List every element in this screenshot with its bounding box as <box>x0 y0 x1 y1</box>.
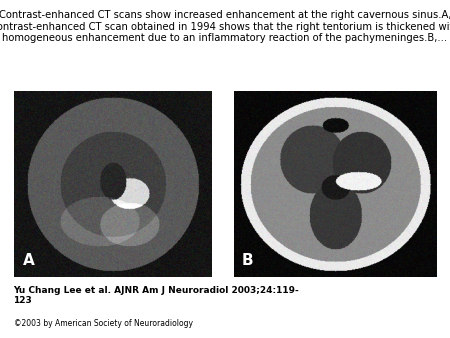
Text: B: B <box>242 253 254 268</box>
Text: A: A <box>23 253 35 268</box>
Text: AJNR: AJNR <box>315 285 369 304</box>
Text: ©2003 by American Society of Neuroradiology: ©2003 by American Society of Neuroradiol… <box>14 319 193 328</box>
Text: Yu Chang Lee et al. AJNR Am J Neuroradiol 2003;24:119-
123: Yu Chang Lee et al. AJNR Am J Neuroradio… <box>14 286 299 305</box>
Text: AMERICAN JOURNAL OF NEURORADIOLOGY: AMERICAN JOURNAL OF NEURORADIOLOGY <box>289 312 395 317</box>
Text: Contrast-enhanced CT scans show increased enhancement at the right cavernous sin: Contrast-enhanced CT scans show increase… <box>0 10 450 43</box>
